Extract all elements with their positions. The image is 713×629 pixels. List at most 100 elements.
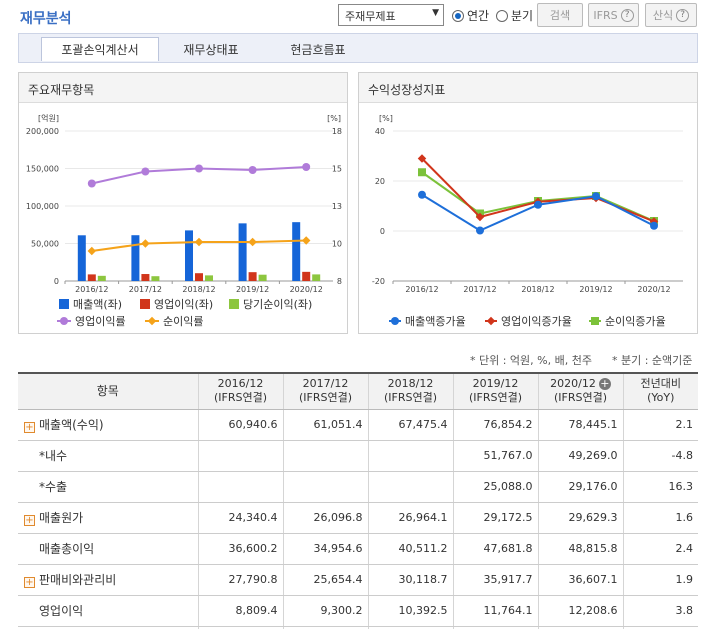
yoy-cell: 2.1 xyxy=(623,409,698,441)
row-label-text: *내수 xyxy=(39,449,68,463)
bar-net-income xyxy=(312,274,321,281)
bar-sales xyxy=(77,235,86,281)
table-cell: 29,629.3 xyxy=(538,502,624,534)
expand-plus-icon[interactable]: + xyxy=(24,577,35,588)
yoy-cell: 3.8 xyxy=(623,595,698,627)
table-cell: 29,172.5 xyxy=(453,502,539,534)
main-financials-chart: [억원] [%] 0 8 50,000 10 100,000 13 150,000 15 200,0… xyxy=(26,113,342,328)
legend-swatch xyxy=(59,299,69,309)
table-cell xyxy=(198,626,284,629)
x-tick-label: 2017/12 xyxy=(129,285,162,294)
table-header-row: 항목 2016/12 (IFRS연결) 2017/12 (IFRS연결) 2018/… xyxy=(18,372,698,410)
y-tick-label: 50,000 xyxy=(31,240,59,249)
expand-plus-icon[interactable]: + xyxy=(24,422,35,433)
point-net-income-growth xyxy=(418,168,426,177)
row-label: 영업이익 xyxy=(18,595,199,627)
add-column-icon[interactable]: + xyxy=(598,377,611,391)
bar-operating-income xyxy=(302,271,311,281)
report-type-select[interactable]: 주재무제표 ▼ xyxy=(338,4,444,26)
y-axis-unit: [%] xyxy=(379,114,393,123)
row-label[interactable]: + 매출원가 xyxy=(18,502,199,534)
point-sales-growth xyxy=(476,226,484,235)
tab-balance-sheet[interactable]: 재무상태표 xyxy=(183,42,239,57)
tab-income-statement[interactable]: 포괄손익계산서 xyxy=(41,37,159,61)
row-label[interactable]: + 판매비와관리비 xyxy=(18,564,199,596)
table-cell xyxy=(368,471,454,503)
expand-plus-icon[interactable]: + xyxy=(24,515,35,526)
left-axis-unit: [억원] xyxy=(38,113,59,123)
bar-operating-income xyxy=(87,274,96,281)
table-cell: 11,764.1 xyxy=(453,595,539,627)
legend-label: 순이익증가율 xyxy=(605,315,666,328)
table-row: 매출총이익 36,600.2 34,954.6 40,511.2 47,681.8 48,… xyxy=(18,533,698,565)
bar-sales xyxy=(238,223,247,281)
x-tick-label: 2020/12 xyxy=(637,285,670,294)
question-icon: ? xyxy=(620,8,634,22)
table-cell: 29,176.0 xyxy=(538,471,624,503)
line-net-income-growth xyxy=(421,171,655,222)
bar-operating-income xyxy=(141,274,150,281)
point-op-income-growth xyxy=(417,154,427,163)
legend-marker xyxy=(486,316,496,326)
radio-quarter[interactable]: 분기 xyxy=(496,7,533,24)
yoy-cell: 2.4 xyxy=(623,533,698,565)
table-cell xyxy=(283,440,369,472)
question-icon: ? xyxy=(676,8,690,22)
unit-note: * 단위 : 억원, %, 배, 천주 xyxy=(470,354,592,367)
radio-annual[interactable]: 연간 xyxy=(452,7,489,24)
bar-sales xyxy=(131,235,140,281)
bar-net-income xyxy=(258,274,267,281)
table-cell: 60,940.6 xyxy=(198,409,284,441)
statement-tabs: 포괄손익계산서 재무상태표 현금흐름표 xyxy=(18,33,698,63)
legend-label: 영업이익증가율 xyxy=(501,315,572,328)
legend-label: 매출액증가율 xyxy=(405,315,466,328)
table-cell: 25,088.0 xyxy=(453,471,539,503)
quarter-note: * 분기 : 순액기준 xyxy=(612,354,693,367)
table-cell xyxy=(368,626,454,629)
point-sales-growth xyxy=(418,190,426,199)
x-tick-label: 2020/12 xyxy=(290,285,323,294)
table-cell: 8,809.4 xyxy=(198,595,284,627)
search-button[interactable]: 검색 xyxy=(537,3,583,27)
y-tick-label: 0 xyxy=(54,277,59,286)
col-header-2020: 2020/12 + (IFRS연결) xyxy=(538,372,624,410)
legend-label: 영업이익(좌) xyxy=(154,298,213,311)
point-op-margin xyxy=(302,163,311,171)
legend-marker xyxy=(591,317,599,325)
point-op-margin xyxy=(141,167,150,176)
table-cell: 24,340.4 xyxy=(198,502,284,534)
legend-label: 당기순이익(좌) xyxy=(243,298,312,311)
table-row: + 매출원가 24,340.4 26,096.8 26,964.1 29,172.5 29,… xyxy=(18,502,698,534)
y2-tick-label: 8 xyxy=(337,277,342,286)
x-tick-label: 2016/12 xyxy=(75,285,108,294)
ifrs-help-button[interactable]: IFRS ? xyxy=(588,3,639,27)
y-tick-label: 200,000 xyxy=(26,127,59,136)
formula-help-button[interactable]: 산식 ? xyxy=(645,3,697,27)
yoy-cell: 16.3 xyxy=(623,471,698,503)
point-op-margin xyxy=(248,166,257,174)
point-net-margin xyxy=(87,246,97,256)
point-net-margin xyxy=(194,237,204,247)
legend-marker xyxy=(391,317,399,325)
income-statement-table: 항목 2016/12 (IFRS연결) 2017/12 (IFRS연결) 2018/… xyxy=(18,372,698,629)
legend-label: 매출액(좌) xyxy=(73,298,122,311)
point-net-margin xyxy=(301,236,311,245)
legend-marker xyxy=(147,316,157,326)
radio-quarter-label: 분기 xyxy=(511,9,534,23)
row-label-text: 영업이익 xyxy=(39,604,84,618)
growth-chart: [%] -20 0 20 40 2016/12 2017/12 2018/12 2019/12 2… xyxy=(372,114,683,328)
bar-sales xyxy=(292,222,301,281)
table-cell: 40,511.2 xyxy=(368,533,454,565)
table-cell: 26,964.1 xyxy=(368,502,454,534)
table-row xyxy=(18,626,698,629)
row-label[interactable]: + 매출액(수익) xyxy=(18,409,199,441)
row-label: *수출 xyxy=(18,471,199,503)
tab-cash-flow[interactable]: 현금흐름표 xyxy=(290,42,346,57)
bar-net-income xyxy=(97,275,106,281)
table-cell: 47,681.8 xyxy=(453,533,539,565)
point-sales-growth xyxy=(650,221,658,230)
legend-swatch xyxy=(229,299,239,309)
row-label-text: 판매비와관리비 xyxy=(39,573,117,587)
table-cell: 49,269.0 xyxy=(538,440,624,472)
row-label: 매출총이익 xyxy=(18,533,199,565)
